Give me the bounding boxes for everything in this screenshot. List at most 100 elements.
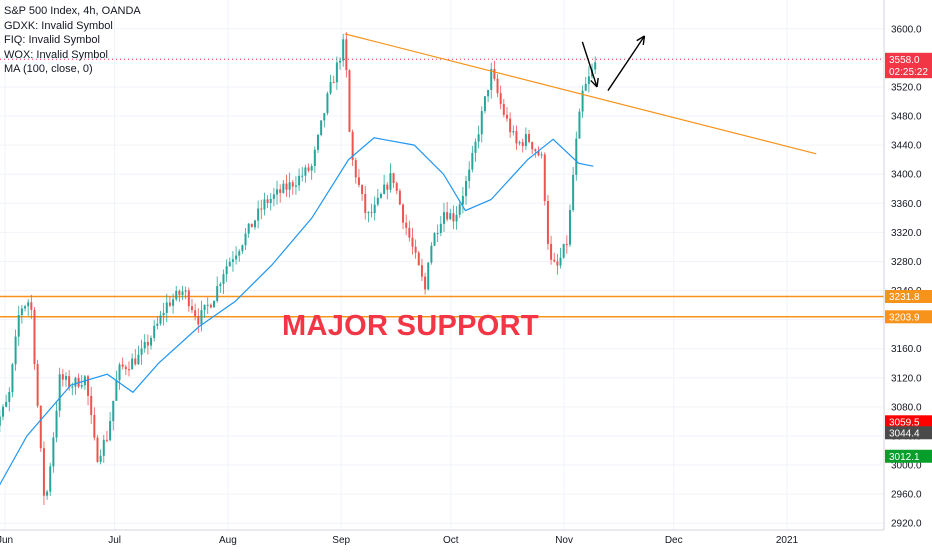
- candle-body: [140, 348, 143, 355]
- candle-body: [150, 337, 153, 346]
- arrow-head: [590, 79, 598, 88]
- candle-body: [146, 341, 149, 346]
- candle-body: [320, 120, 323, 135]
- support-lines: [0, 58, 884, 318]
- x-tick-label: 2021: [776, 535, 799, 546]
- candle-body: [102, 439, 105, 456]
- candle-body: [241, 245, 244, 252]
- candle-body: [417, 252, 420, 266]
- candle-body: [71, 386, 74, 388]
- candle-body: [52, 437, 55, 467]
- candle-body: [534, 149, 537, 152]
- candle-body: [310, 165, 313, 171]
- candle-body: [383, 184, 386, 194]
- trendline-layer: [344, 33, 817, 155]
- candle-body: [238, 251, 241, 256]
- candle-body: [398, 190, 401, 205]
- candle-body: [386, 184, 389, 190]
- candle-body: [162, 312, 165, 316]
- candle-body: [5, 401, 8, 407]
- candle-body: [225, 266, 228, 275]
- candle-body: [509, 118, 512, 133]
- candle-body: [524, 134, 527, 147]
- candle-body: [559, 257, 562, 266]
- candle-body: [487, 89, 490, 97]
- price-marker-label-bg: [885, 415, 932, 429]
- y-tick-label: 3320.0: [891, 228, 922, 239]
- candle-body: [175, 290, 178, 300]
- candle-body: [216, 286, 219, 301]
- candle-body: [209, 304, 212, 308]
- candle-body: [115, 380, 118, 401]
- candle-body: [250, 223, 253, 228]
- ma-line: [0, 137, 594, 486]
- candle-body: [565, 243, 568, 245]
- y-tick-label: 3160.0: [891, 344, 922, 355]
- candle-body: [260, 208, 263, 210]
- candle-body: [33, 309, 36, 365]
- candle-body: [439, 223, 442, 234]
- candle-body: [553, 259, 556, 262]
- candle-body: [11, 364, 14, 392]
- candle-body: [39, 405, 42, 449]
- candle-body: [74, 377, 77, 387]
- candle-body: [452, 213, 455, 222]
- candle-body: [474, 141, 477, 153]
- candle-body: [197, 316, 200, 325]
- candle-body: [357, 177, 360, 185]
- candle-body: [184, 290, 187, 292]
- candle-body: [285, 183, 288, 190]
- candle-body: [351, 131, 354, 161]
- support-price-label: 3231.8: [889, 292, 920, 303]
- candle-body: [493, 69, 496, 79]
- candle-body: [531, 142, 534, 150]
- candle-body: [80, 385, 83, 387]
- candle-body: [55, 410, 58, 438]
- candle-body: [490, 69, 493, 90]
- candle-body: [68, 376, 71, 388]
- y-tick-label: 3480.0: [891, 112, 922, 123]
- candle-body: [575, 138, 578, 175]
- candle-body: [143, 341, 146, 349]
- candle-body: [332, 82, 335, 84]
- candle-body: [512, 131, 515, 133]
- candle-body: [219, 283, 222, 287]
- candle-body: [257, 208, 260, 221]
- candle-body: [326, 93, 329, 114]
- support-price-label: 3203.9: [889, 312, 920, 323]
- candle-body: [361, 184, 364, 194]
- y-tick-label: 3080.0: [891, 402, 922, 413]
- candle-body: [568, 210, 571, 245]
- candle-body: [291, 182, 294, 187]
- legend-symbol-1: GDXK: Invalid Symbol: [4, 19, 113, 32]
- arrow-shaft: [607, 35, 646, 91]
- candle-body: [354, 160, 357, 178]
- candle-body: [112, 400, 115, 422]
- candle-body: [342, 39, 345, 61]
- candle-body: [364, 193, 367, 213]
- candle-body: [518, 142, 521, 144]
- y-tick-label: 3440.0: [891, 141, 922, 152]
- candle-body: [190, 306, 193, 311]
- x-tick-label: Sep: [332, 535, 350, 546]
- candle-body: [430, 245, 433, 263]
- candle-body: [537, 151, 540, 156]
- candle-body: [465, 180, 468, 196]
- candle-body: [461, 195, 464, 205]
- candle-body: [228, 261, 231, 267]
- candle-body: [0, 416, 1, 426]
- candle-body: [550, 243, 553, 260]
- arrow-shaft: [581, 41, 598, 88]
- candle-body: [499, 93, 502, 104]
- candle-body: [263, 199, 266, 210]
- moving-average-series: [0, 137, 594, 486]
- candle-body: [339, 60, 342, 63]
- candle-body: [379, 193, 382, 198]
- candle-body: [471, 152, 474, 170]
- arrow-head: [636, 35, 645, 42]
- y-tick-label: 2920.0: [891, 519, 922, 530]
- candle-body: [272, 194, 275, 199]
- price-marker-label-bg: [885, 52, 932, 66]
